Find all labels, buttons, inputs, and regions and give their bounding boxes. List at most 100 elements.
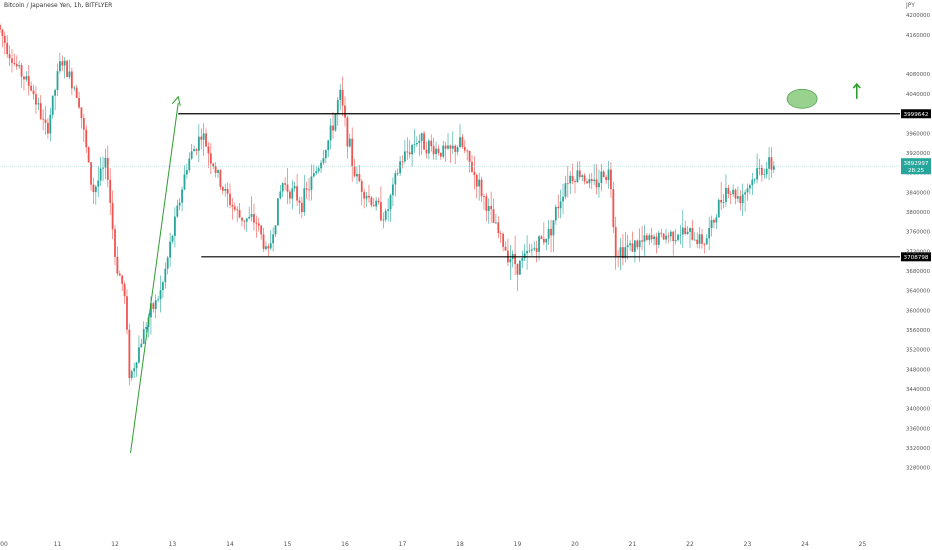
candle — [250, 196, 253, 222]
candle-body — [27, 76, 30, 86]
candle-body — [11, 58, 13, 63]
candle-body — [78, 97, 80, 108]
candle-body — [236, 209, 239, 211]
candle — [217, 168, 219, 178]
candle — [725, 174, 727, 207]
candle — [39, 95, 42, 121]
candle — [703, 242, 706, 254]
candle-body — [595, 179, 598, 188]
candle — [200, 128, 203, 150]
candle-body — [705, 238, 708, 245]
candle — [748, 183, 751, 195]
candle-body — [315, 171, 318, 174]
candle — [214, 162, 217, 178]
candle-body — [372, 205, 375, 207]
candle — [437, 144, 440, 156]
candle — [648, 233, 651, 245]
chart-title: Bitcoin / Japanese Yen, 1h, BITFLYER — [4, 2, 113, 9]
candle-body — [569, 175, 572, 184]
x-tick-label: 17 — [399, 541, 407, 548]
candle-body — [248, 216, 251, 219]
candle-body — [734, 189, 737, 199]
candle-body — [104, 157, 107, 168]
candle-body — [638, 240, 641, 248]
candle — [708, 216, 711, 251]
candle — [346, 115, 349, 159]
candle — [518, 259, 521, 275]
candle-body — [130, 371, 133, 379]
candle — [272, 227, 275, 252]
price-axis[interactable]: 3999642 3708798 4200000 4160000 4080000 40400… — [901, 13, 931, 472]
candle — [471, 155, 473, 173]
candle — [564, 175, 567, 200]
candle-body — [0, 25, 1, 30]
candle-body — [114, 229, 116, 257]
candle — [626, 234, 629, 260]
candle — [439, 152, 442, 160]
candle — [255, 215, 258, 238]
candle — [219, 168, 222, 190]
candle — [267, 243, 270, 257]
x-tick-label: 18 — [456, 541, 464, 548]
candle — [684, 220, 687, 236]
candle-body — [590, 179, 593, 182]
candle-body — [111, 202, 114, 230]
candle-body — [413, 144, 416, 146]
candle-body — [224, 189, 227, 191]
candle — [322, 149, 325, 165]
candle-body — [332, 125, 334, 131]
candle — [54, 88, 57, 111]
candle-body — [296, 186, 298, 201]
candle-body — [269, 243, 272, 249]
candle — [265, 241, 267, 251]
candle — [559, 189, 562, 219]
time-axis[interactable]: 00 11 12 13 14 15 16 17 18 19 20 21 22 23 24 25 — [0, 541, 866, 548]
candle — [674, 229, 677, 245]
candle — [765, 161, 768, 179]
candle-body — [758, 167, 761, 169]
candle — [212, 162, 215, 170]
candle — [281, 182, 284, 197]
candle — [221, 186, 224, 195]
candle-body — [528, 250, 531, 252]
y-tick-label: 3600000 — [906, 308, 931, 314]
candle-body — [403, 151, 406, 162]
candle — [411, 143, 413, 167]
candle-body — [202, 133, 205, 140]
candle — [463, 139, 466, 154]
candle-body — [226, 189, 229, 194]
candle — [183, 164, 186, 191]
x-tick-label: 22 — [686, 541, 694, 548]
candle-body — [681, 227, 684, 235]
candle — [418, 134, 421, 156]
candle-body — [49, 114, 52, 134]
candle — [432, 137, 435, 160]
candle-body — [183, 174, 186, 190]
candle — [118, 270, 121, 276]
candle-body — [737, 196, 739, 199]
candle-body — [164, 268, 167, 283]
candle — [713, 218, 715, 229]
candle-body — [262, 234, 265, 249]
candle — [80, 107, 83, 129]
candle — [657, 230, 660, 249]
candle — [1, 28, 4, 48]
candle-body — [581, 175, 584, 178]
candle — [392, 177, 394, 206]
candle — [403, 139, 406, 164]
candle — [720, 181, 723, 210]
candle-body — [691, 227, 694, 240]
candle — [3, 31, 6, 55]
y-tick-label: 4040000 — [906, 92, 931, 98]
candle — [123, 281, 126, 304]
candle-body — [6, 42, 9, 55]
candle-body — [566, 183, 569, 185]
candle — [693, 232, 696, 241]
candle-body — [99, 168, 102, 181]
candle-body — [588, 179, 591, 184]
candle-body — [768, 157, 770, 169]
support-price-label: 3708798 — [904, 255, 929, 261]
candle-body — [97, 180, 100, 187]
candle-body — [660, 232, 663, 234]
